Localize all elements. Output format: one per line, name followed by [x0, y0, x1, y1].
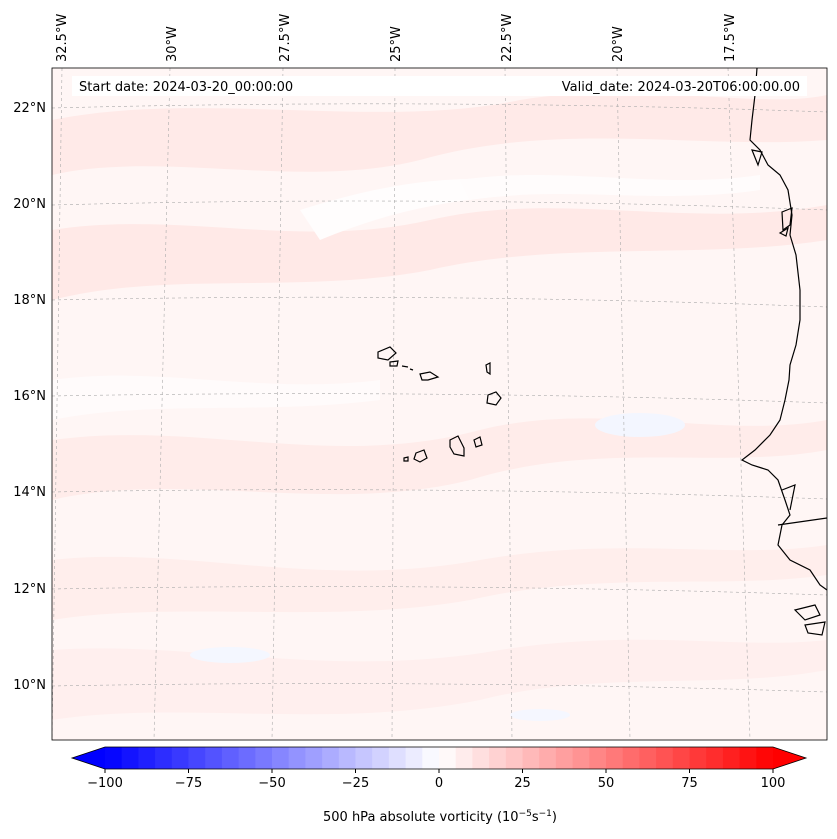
colorbar-tick-label: −75: [175, 776, 202, 791]
lon-label: 30°W: [165, 26, 180, 62]
colorbar-segment: [238, 747, 256, 769]
lon-label: 25°W: [389, 26, 404, 62]
colorbar-extend-max: [773, 747, 806, 769]
colorbar-segment: [739, 747, 757, 769]
lon-label: 17.5°W: [723, 14, 738, 62]
colorbar-segment: [205, 747, 223, 769]
colorbar-segment: [171, 747, 189, 769]
colorbar: [70, 746, 808, 770]
gridlines: [52, 68, 827, 740]
header-box: [72, 76, 807, 96]
colorbar-tick-label: 25: [514, 776, 531, 791]
lat-label: 10°N: [13, 678, 46, 693]
colorbar-segment: [305, 747, 323, 769]
colorbar-segment: [606, 747, 624, 769]
colorbar-segment: [689, 747, 707, 769]
cape-verde-islands: [377, 346, 397, 361]
colorbar-segment: [422, 747, 440, 769]
colorbar-segment: [706, 747, 724, 769]
lat-label: 20°N: [13, 197, 46, 212]
colorbar-segment: [288, 747, 306, 769]
colorbar-tick-label: 50: [598, 776, 615, 791]
africa-coastline: [740, 68, 827, 591]
colorbar-segment: [555, 747, 574, 769]
vorticity-field: [52, 68, 827, 740]
colorbar-tick-label: −25: [342, 776, 369, 791]
colorbar-segment: [622, 747, 640, 769]
colorbar-segment: [338, 747, 356, 769]
lat-label: 14°N: [13, 485, 46, 500]
colorbar-tick-label: 100: [761, 776, 786, 791]
colorbar-segment: [522, 747, 540, 769]
colorbar-segment: [539, 747, 557, 769]
colorbar-segment: [322, 747, 340, 769]
colorbar-segment: [439, 747, 457, 769]
lon-labels: 32.5°W 30°W 27.5°W 25°W 22.5°W 20°W 17.5…: [55, 14, 738, 62]
colorbar-tick-label: 75: [681, 776, 698, 791]
colorbar-segment: [405, 747, 423, 769]
valid-date-text: Valid_date: 2024-03-20T06:00:00.00: [562, 80, 800, 95]
map-frame: [51, 67, 828, 741]
colorbar-segment: [155, 747, 173, 769]
colorbar-label: 500 hPa absolute vorticity (10−5s−1): [323, 809, 557, 825]
lon-label: 27.5°W: [278, 14, 293, 62]
colorbar-ticks: −100 −75 −50 −25 0 25 50 75 100: [87, 769, 785, 791]
colorbar-segment: [272, 747, 290, 769]
colorbar-segment: [138, 747, 156, 769]
colorbar-segment: [656, 747, 674, 769]
lon-label: 32.5°W: [55, 14, 70, 62]
colorbar-segment: [639, 747, 657, 769]
lat-label: 12°N: [13, 582, 46, 597]
colorbar-segment: [121, 747, 139, 769]
colorbar-tick-label: −100: [87, 776, 123, 791]
colorbar-extend-min: [72, 747, 105, 769]
colorbar-segment: [572, 747, 590, 769]
colorbar-segment: [255, 747, 273, 769]
lat-label: 18°N: [13, 293, 46, 308]
colorbar-segment: [221, 747, 240, 769]
lon-label: 20°W: [611, 26, 626, 62]
lat-label: 16°N: [13, 389, 46, 404]
colorbar-segment: [722, 747, 741, 769]
colorbar-segment: [672, 747, 690, 769]
colorbar-segment: [105, 747, 123, 769]
lat-label: 22°N: [13, 101, 46, 116]
colorbar-segment: [489, 747, 507, 769]
colorbar-segment: [505, 747, 523, 769]
lon-label: 22.5°W: [500, 14, 515, 62]
colorbar-segment: [188, 747, 206, 769]
colorbar-tick-label: 0: [435, 776, 443, 791]
lat-labels: 22°N 20°N 18°N 16°N 14°N 12°N 10°N: [13, 101, 46, 693]
colorbar-segment: [756, 747, 774, 769]
colorbar-segment: [355, 747, 373, 769]
colorbar-segment: [455, 747, 473, 769]
colorbar-segment: [472, 747, 490, 769]
coastlines: [377, 68, 827, 636]
colorbar-segment: [372, 747, 390, 769]
start-date-text: Start date: 2024-03-20_00:00:00: [79, 80, 293, 95]
colorbar-segment: [589, 747, 607, 769]
colorbar-tick-label: −50: [258, 776, 285, 791]
colorbar-segment: [388, 747, 407, 769]
